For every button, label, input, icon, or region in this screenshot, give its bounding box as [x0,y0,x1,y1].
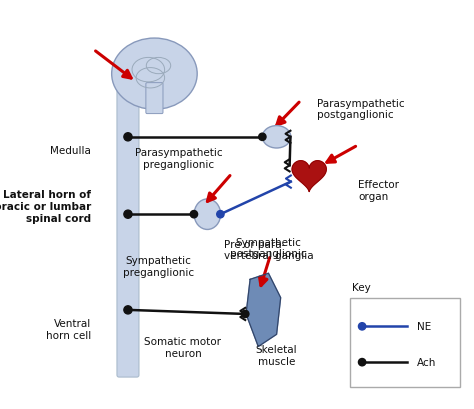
Text: Ach: Ach [417,357,437,367]
Circle shape [124,133,132,142]
Ellipse shape [112,39,197,110]
Text: Skeletal
muscle: Skeletal muscle [256,345,297,366]
Text: Effector
organ: Effector organ [358,180,399,201]
Text: Somatic motor
neuron: Somatic motor neuron [145,337,221,358]
Circle shape [259,134,266,141]
Circle shape [358,359,366,366]
Text: Sympathetic
postganglionic: Sympathetic postganglionic [230,237,307,258]
Circle shape [217,211,224,218]
Ellipse shape [262,126,291,148]
Text: Medulla: Medulla [50,146,91,155]
Polygon shape [292,161,326,192]
Ellipse shape [194,200,220,230]
Circle shape [190,211,198,218]
FancyBboxPatch shape [146,83,163,115]
Circle shape [124,306,132,314]
Text: Lateral horn of
thoracic or lumbar
spinal cord: Lateral horn of thoracic or lumbar spina… [0,190,91,223]
Text: NE: NE [417,321,431,332]
Text: Parasympathetic
preganglionic: Parasympathetic preganglionic [135,148,223,169]
Text: Key: Key [352,282,371,292]
Text: Sympathetic
preganglionic: Sympathetic preganglionic [123,255,194,277]
Polygon shape [246,274,281,347]
Circle shape [124,211,132,219]
Text: Pre or para-
vertebral ganglia: Pre or para- vertebral ganglia [224,239,313,261]
FancyBboxPatch shape [350,298,460,387]
FancyBboxPatch shape [117,72,139,377]
Text: Ventral
horn cell: Ventral horn cell [46,318,91,340]
Circle shape [358,323,366,330]
Circle shape [242,310,249,318]
Text: Parasympathetic
postganglionic: Parasympathetic postganglionic [317,98,405,120]
